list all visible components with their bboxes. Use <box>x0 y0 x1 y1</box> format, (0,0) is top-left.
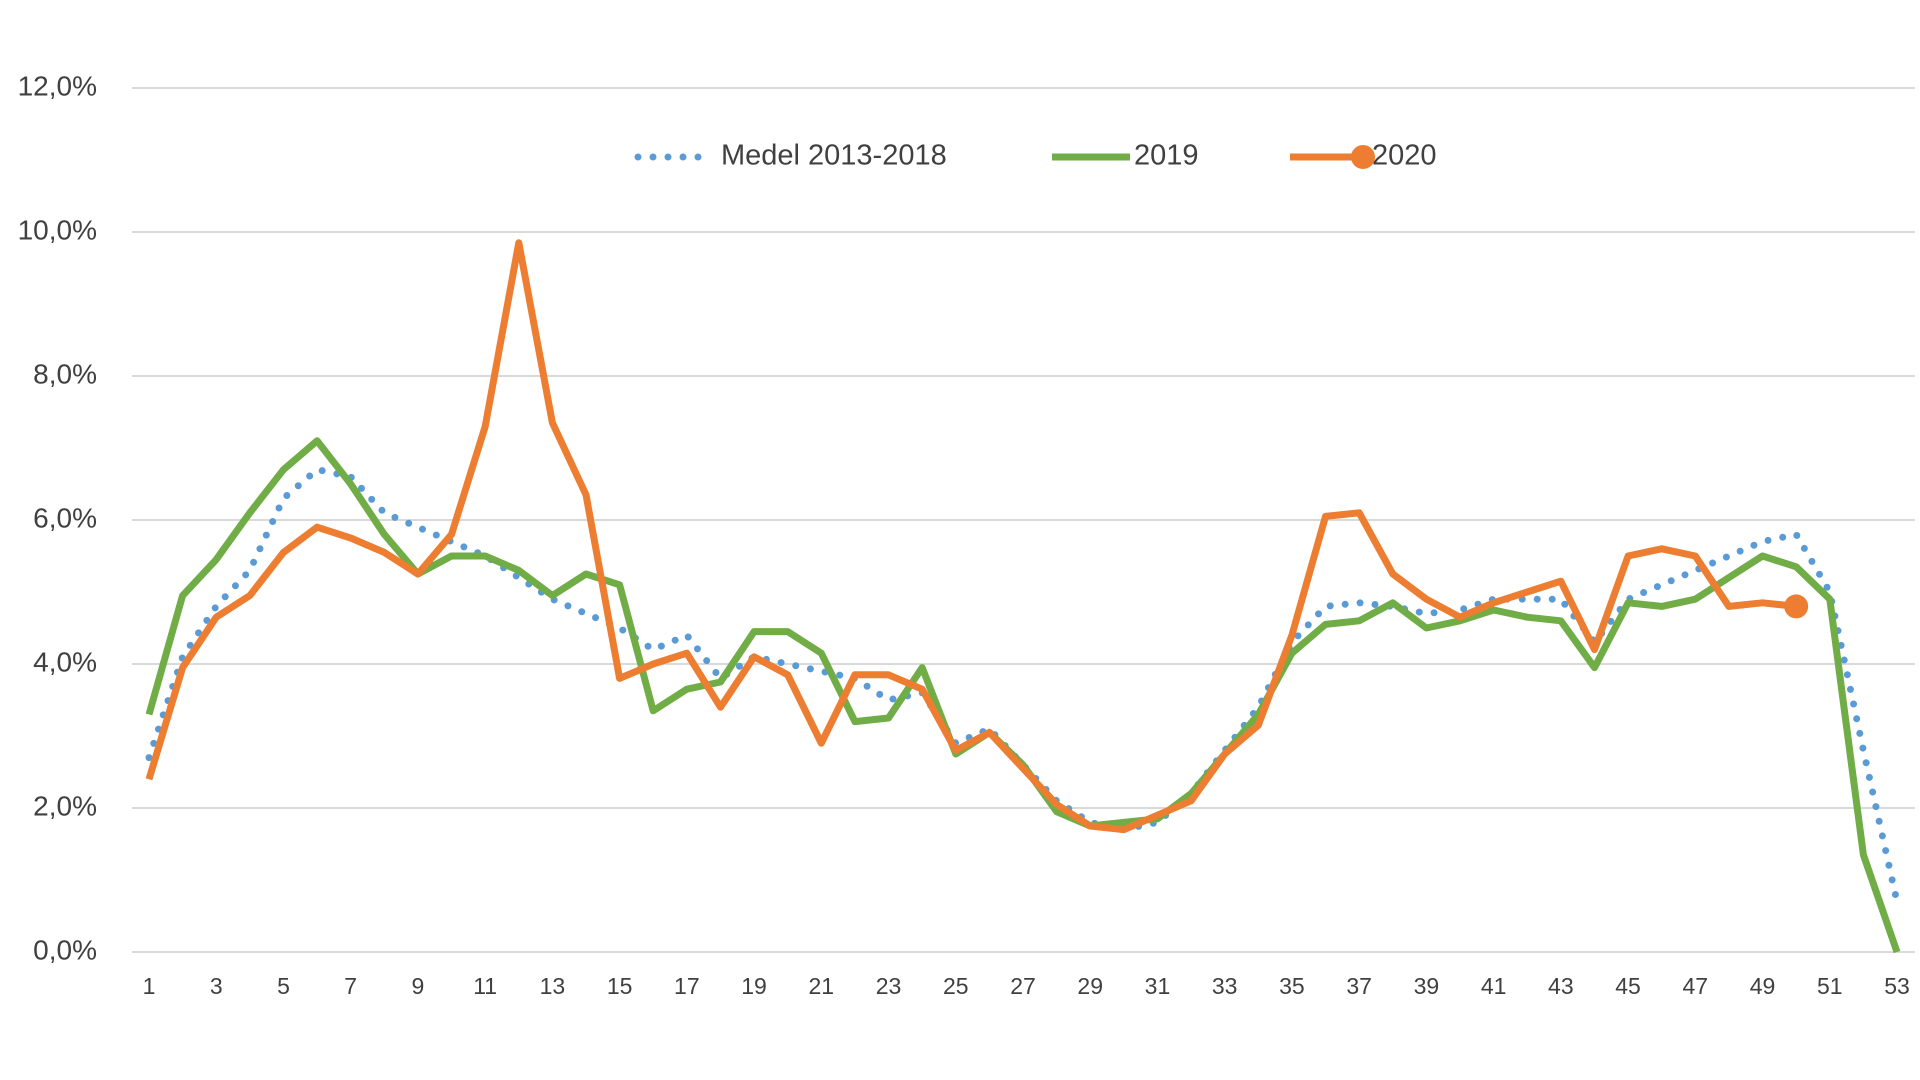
y-tick-label: 10,0% <box>18 214 97 245</box>
x-tick-label: 9 <box>412 973 425 999</box>
x-tick-label: 33 <box>1212 973 1238 999</box>
x-tick-label: 7 <box>344 973 357 999</box>
y-tick-label: 8,0% <box>33 358 97 389</box>
x-tick-label: 53 <box>1884 973 1910 999</box>
x-tick-label: 1 <box>143 973 156 999</box>
x-tick-label: 23 <box>876 973 902 999</box>
x-tick-label: 13 <box>540 973 566 999</box>
x-tick-label: 45 <box>1615 973 1641 999</box>
legend-marker <box>1351 145 1375 169</box>
x-tick-label: 35 <box>1279 973 1305 999</box>
y-tick-label: 0,0% <box>33 934 97 965</box>
x-tick-label: 19 <box>741 973 767 999</box>
x-tick-label: 11 <box>473 973 497 999</box>
x-tick-label: 43 <box>1548 973 1574 999</box>
x-tick-label: 15 <box>607 973 633 999</box>
series-line <box>145 465 1901 906</box>
legend-label: Medel 2013-2018 <box>721 140 947 172</box>
x-tick-label: 39 <box>1414 973 1440 999</box>
end-marker <box>1784 594 1809 619</box>
x-tick-label: 27 <box>1010 973 1036 999</box>
legend-label: 2019 <box>1134 140 1199 172</box>
x-tick-label: 47 <box>1683 973 1709 999</box>
x-tick-label: 49 <box>1750 973 1776 999</box>
y-tick-label: 6,0% <box>33 502 97 533</box>
x-tick-label: 31 <box>1145 973 1171 999</box>
y-tick-label: 2,0% <box>33 790 97 821</box>
series-line <box>145 437 1901 954</box>
x-tick-label: 25 <box>943 973 969 999</box>
y-tick-label: 12,0% <box>18 70 97 101</box>
x-tick-label: 3 <box>210 973 223 999</box>
x-tick-label: 51 <box>1817 973 1843 999</box>
x-tick-label: 29 <box>1077 973 1103 999</box>
x-tick-label: 41 <box>1481 973 1507 999</box>
x-tick-label: 17 <box>674 973 700 999</box>
legend-label: 2020 <box>1372 140 1437 172</box>
x-tick-label: 21 <box>809 973 835 999</box>
y-tick-label: 4,0% <box>33 646 97 677</box>
x-tick-label: 5 <box>277 973 290 999</box>
series-line <box>145 239 1797 834</box>
x-tick-label: 37 <box>1346 973 1372 999</box>
